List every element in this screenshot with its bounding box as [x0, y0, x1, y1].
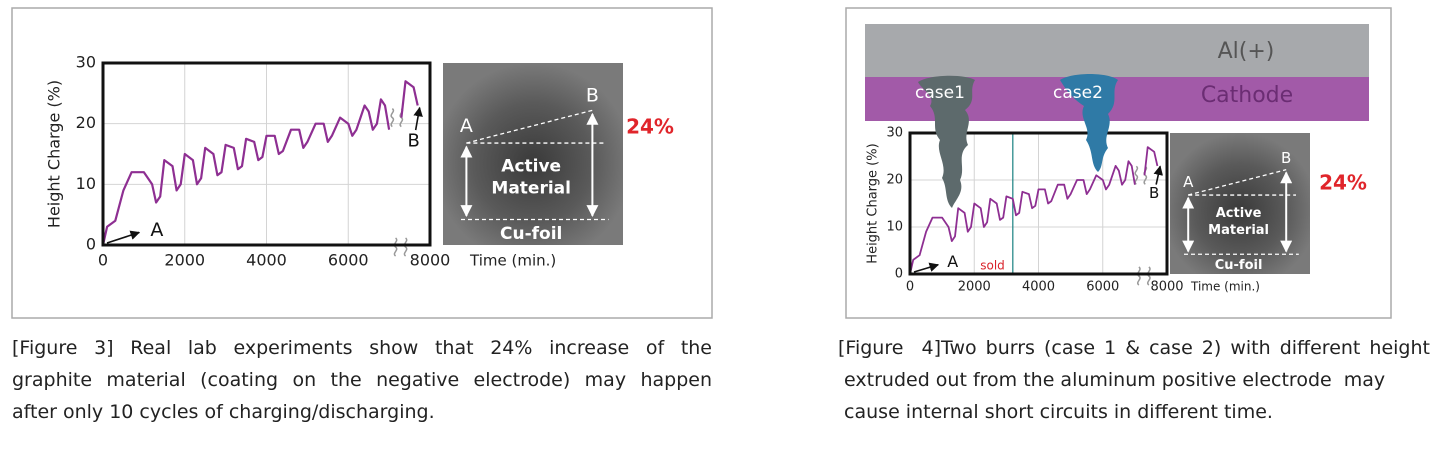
- series-line: [101, 80, 419, 246]
- x-tick-label: 4000: [246, 251, 287, 270]
- axis-break: [1147, 266, 1151, 286]
- series-line: [909, 146, 1159, 275]
- y-tick-label: 20: [76, 113, 96, 132]
- inset-label: Cu-foil: [1215, 258, 1263, 273]
- caption-line: cause internal short circuits in differe…: [838, 401, 1273, 423]
- y-tick-label: 30: [886, 126, 903, 141]
- annotation: B: [1149, 184, 1159, 202]
- x-tick-label: 8000: [1150, 280, 1183, 295]
- inset-label: A: [1183, 173, 1194, 191]
- annotation: A: [150, 219, 163, 241]
- annotation: A: [947, 252, 958, 271]
- axis-break: [1134, 165, 1139, 185]
- x-axis-label: Time (min.): [1190, 280, 1260, 294]
- caption-line: graphite material (coating on the negati…: [12, 369, 712, 391]
- y-tick-label: 0: [895, 267, 903, 282]
- inset-label: Cu-foil: [500, 224, 562, 244]
- event-label: sold: [980, 259, 1005, 273]
- layer-label: Al(+): [1218, 39, 1275, 64]
- layer-label: Cathode: [1201, 83, 1293, 108]
- inset-label: B: [586, 84, 599, 106]
- dashed-line: [1188, 169, 1287, 196]
- x-tick-label: 6000: [1086, 280, 1119, 295]
- plot-frame: [908, 131, 1169, 276]
- y-axis-label: Height Charge (%): [45, 80, 64, 228]
- x-tick-label: 8000: [410, 251, 451, 270]
- burr: [918, 75, 975, 209]
- annotation-arrow: [1153, 165, 1163, 185]
- increase-label: 24%: [1319, 171, 1367, 195]
- caption-line: extruded out from the aluminum positive …: [838, 369, 1386, 391]
- figure-frame: [845, 7, 1392, 319]
- x-tick-label: 2000: [164, 251, 205, 270]
- aluminum-layer: [865, 24, 1369, 77]
- axis-break: [1137, 266, 1141, 286]
- caption: [Figure 3] Real lab experiments show tha…: [12, 332, 712, 428]
- axis-break: [393, 237, 398, 257]
- figure-frame: [11, 7, 713, 319]
- inset-label: Active: [1216, 206, 1262, 221]
- x-tick-label: 6000: [328, 251, 369, 270]
- axis-break: [390, 108, 395, 128]
- x-tick-label: 2000: [958, 280, 991, 295]
- y-tick-label: 10: [886, 220, 903, 235]
- caption-line: after only 10 cycles of charging/dischar…: [12, 401, 435, 423]
- increase-label: 24%: [626, 115, 674, 139]
- burr-label: case1: [915, 83, 965, 103]
- axis-break: [403, 237, 408, 257]
- annotation-arrow: [106, 230, 141, 244]
- x-tick-label: 0: [98, 251, 108, 270]
- y-tick-label: 10: [76, 174, 96, 193]
- plot-frame: [101, 61, 432, 247]
- x-tick-label: 4000: [1022, 280, 1055, 295]
- y-axis-label: Height Charge (%): [866, 143, 881, 263]
- caption-label: [Figure 4]: [838, 337, 941, 359]
- inset-label: Material: [1208, 223, 1269, 238]
- x-tick-label: 0: [906, 280, 914, 295]
- annotation-arrow: [913, 262, 940, 273]
- burr-label: case2: [1053, 83, 1103, 103]
- annotation-arrow: [413, 106, 423, 131]
- inset-label: B: [1281, 149, 1291, 167]
- x-axis-label: Time (min.): [469, 252, 556, 270]
- burr: [1060, 74, 1118, 172]
- inset-label: Active: [501, 157, 561, 177]
- inset-label: A: [460, 115, 473, 137]
- y-tick-label: 0: [86, 235, 96, 254]
- caption-line: Real lab experiments show that 24% incre…: [130, 337, 712, 359]
- annotation: B: [407, 130, 419, 151]
- dashed-line: [466, 109, 593, 144]
- y-tick-label: 20: [886, 173, 903, 188]
- y-tick-label: 30: [76, 53, 96, 72]
- inset-label: Material: [491, 179, 571, 199]
- caption-label: [Figure 3]: [12, 337, 114, 359]
- caption-line: Two burrs (case 1 & case 2) with differe…: [941, 337, 1430, 359]
- caption: [Figure 4]Two burrs (case 1 & case 2) wi…: [838, 332, 1430, 428]
